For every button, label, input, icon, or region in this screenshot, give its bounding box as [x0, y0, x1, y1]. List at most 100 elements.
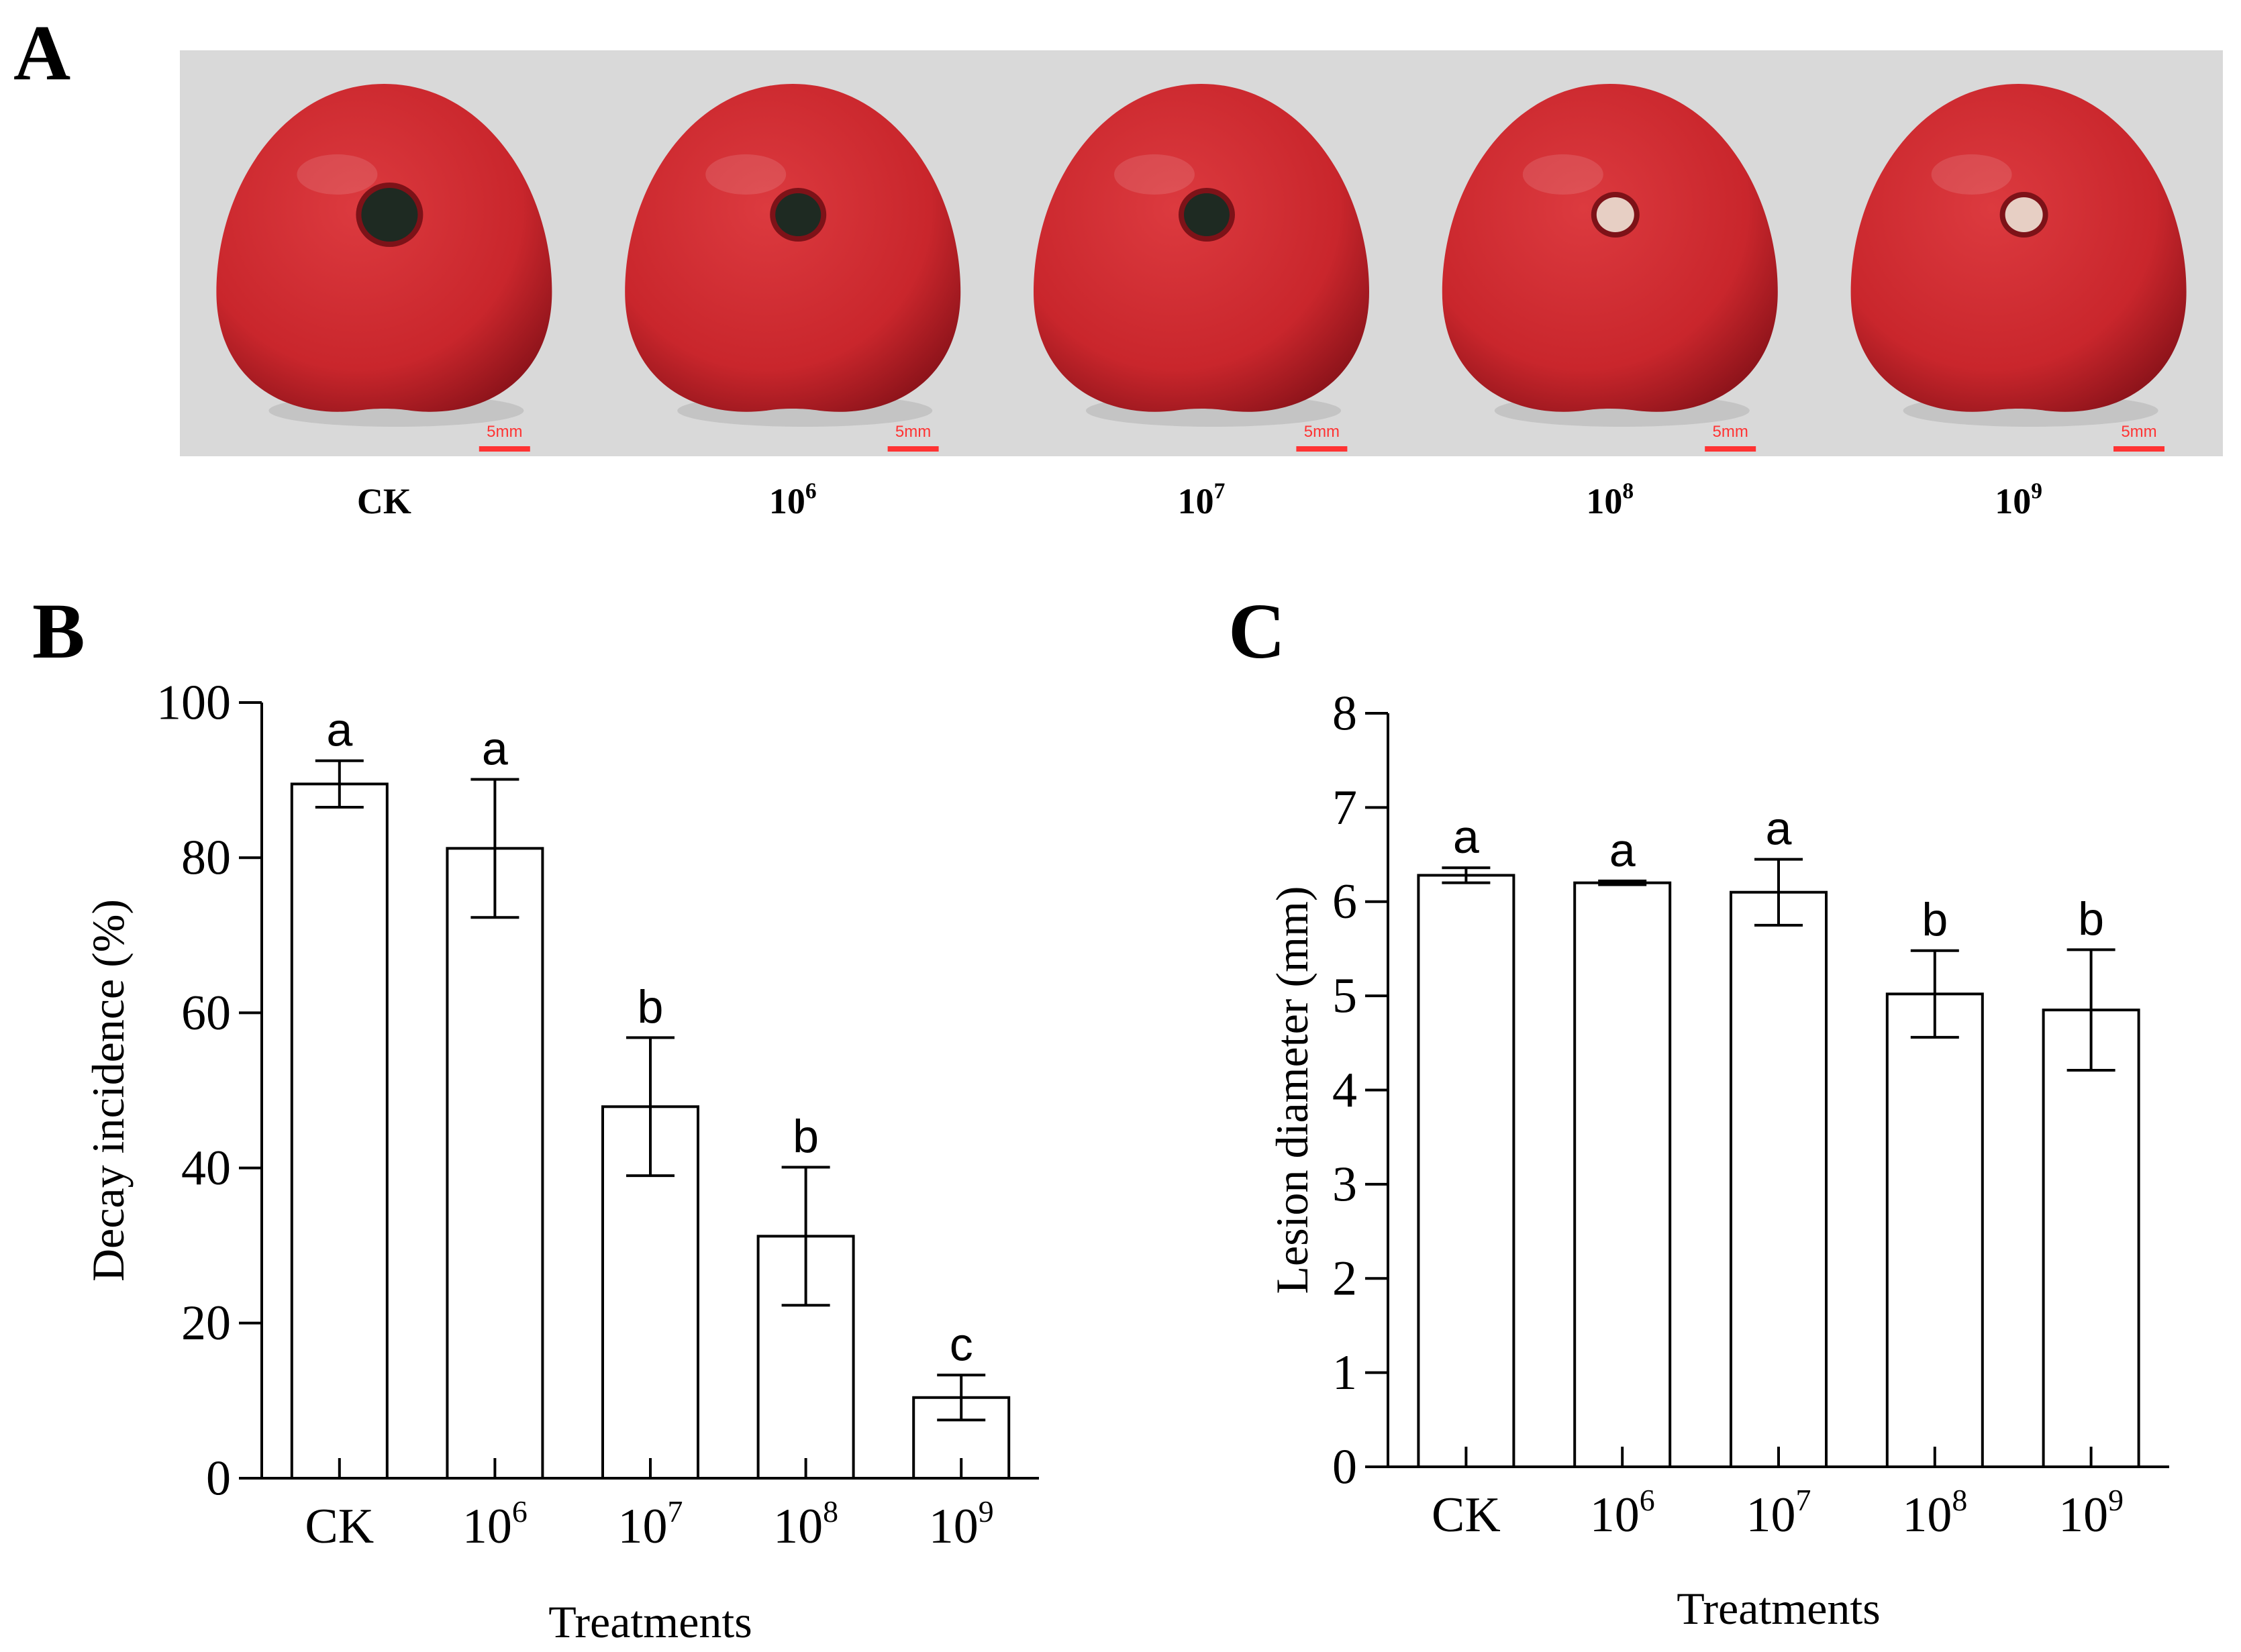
photo-label-2-sup: 7 [1214, 478, 1226, 503]
significance-label-3: b [1922, 894, 1948, 946]
x-tick-label-0-base: CK [1432, 1488, 1501, 1543]
y-axis-title: Lesion diameter (mm) [1266, 886, 1317, 1294]
scale-bar-label: 5mm [487, 423, 522, 441]
photo-label-3-base: 10 [1586, 481, 1622, 521]
scale-bar-label: 5mm [1304, 423, 1340, 441]
x-tick-label-4-sup: 9 [979, 1494, 994, 1529]
y-tick-label-3: 60 [181, 986, 231, 1041]
photo-label-0-base: CK [357, 481, 411, 521]
x-tick-label-0: CK [1432, 1488, 1501, 1543]
bar-4 [2042, 1009, 2140, 1468]
tomato-fruit [216, 84, 552, 412]
significance-label-2: b [638, 980, 664, 1033]
scale-bar-label: 5mm [2121, 423, 2156, 441]
tomato-fruit [625, 84, 961, 412]
bar-3 [1885, 992, 1984, 1468]
scale-bar [2113, 446, 2164, 452]
tomato-photo-2: 5mm [1034, 84, 1369, 452]
photo-label-4-sup: 9 [2031, 478, 2042, 503]
lesion-wound [361, 188, 418, 242]
photo-label-2: 107 [1178, 478, 1226, 521]
significance-label-3: b [793, 1110, 819, 1162]
x-axis-title: Treatments [1677, 1583, 1880, 1634]
tomato-highlight [1522, 154, 1603, 195]
tomato-highlight [1114, 154, 1195, 195]
panel-letter-c: C [1228, 587, 1285, 675]
lesion-wound [775, 193, 821, 236]
x-tick-label-3-base: 10 [1902, 1488, 1952, 1543]
x-tick-label-4-sup: 9 [2108, 1483, 2124, 1517]
y-tick-label-8: 8 [1332, 686, 1357, 741]
x-tick-label-1-sup: 6 [512, 1494, 528, 1529]
bar-0 [1417, 874, 1515, 1468]
x-tick-label-3-base: 10 [773, 1499, 823, 1554]
significance-label-4: c [950, 1318, 973, 1370]
y-tick-label-5: 5 [1332, 969, 1357, 1024]
x-tick-label-1-sup: 6 [1640, 1483, 1655, 1517]
x-tick-label-2: 107 [1746, 1483, 1811, 1543]
chart-lesion-diameter: 012345678aCKa106a107b108b109TreatmentsLe… [1266, 686, 2169, 1634]
significance-label-1: a [482, 722, 508, 774]
scale-bar [1296, 446, 1348, 452]
x-tick-label-3: 108 [1902, 1483, 1967, 1543]
scale-bar [479, 446, 530, 452]
tomato-photo-1: 5mm [625, 84, 961, 452]
scale-bar-label: 5mm [1713, 423, 1748, 441]
bar-1 [446, 847, 544, 1480]
y-axis-title: Decay incidence (%) [83, 899, 134, 1282]
significance-label-0: a [326, 704, 352, 756]
x-tick-label-4-base: 10 [2058, 1488, 2108, 1543]
tomato-fruit [1034, 84, 1369, 412]
y-tick-label-5: 100 [156, 675, 231, 730]
photo-label-3-sup: 8 [1622, 478, 1634, 503]
tomato-fruit [1442, 84, 1778, 412]
x-tick-label-0: CK [305, 1499, 374, 1554]
photo-label-1-base: 10 [769, 481, 805, 521]
scale-bar [1705, 446, 1756, 452]
x-tick-label-3-sup: 8 [823, 1494, 838, 1529]
significance-label-0: a [1453, 811, 1479, 863]
tomato-highlight [705, 154, 787, 195]
y-tick-label-1: 20 [181, 1296, 231, 1351]
lesion-wound [1596, 197, 1634, 232]
y-tick-label-7: 7 [1332, 780, 1357, 835]
tomato-highlight [1931, 154, 2012, 195]
bar-2 [1730, 890, 1828, 1468]
x-tick-label-1-base: 10 [1590, 1488, 1640, 1543]
y-tick-label-0: 0 [1332, 1439, 1357, 1494]
x-tick-label-1-base: 10 [462, 1499, 512, 1554]
y-tick-label-6: 6 [1332, 874, 1357, 929]
x-tick-label-4: 109 [2058, 1483, 2124, 1543]
x-tick-label-2-sup: 7 [1796, 1483, 1811, 1517]
x-tick-label-4-base: 10 [929, 1499, 979, 1554]
tomato-photo-0: 5mm [216, 84, 552, 452]
photo-label-1-sup: 6 [805, 478, 817, 503]
y-tick-label-4: 80 [181, 831, 231, 886]
significance-label-1: a [1609, 824, 1636, 876]
x-tick-label-1: 106 [1590, 1483, 1655, 1543]
significance-label-2: a [1766, 803, 1792, 855]
y-tick-label-4: 4 [1332, 1063, 1357, 1118]
x-tick-label-0-base: CK [305, 1499, 374, 1554]
y-tick-label-3: 3 [1332, 1157, 1357, 1212]
y-tick-label-2: 2 [1332, 1251, 1357, 1306]
x-tick-label-4: 109 [929, 1494, 994, 1554]
lesion-wound [1184, 193, 1230, 236]
significance-label-4: b [2078, 892, 2104, 945]
bar-0 [290, 782, 389, 1480]
x-tick-label-3-sup: 8 [1952, 1483, 1967, 1517]
scale-bar [887, 446, 939, 452]
y-tick-label-0: 0 [206, 1451, 231, 1506]
tomato-fruit [1850, 84, 2187, 412]
photo-label-0: CK [357, 481, 411, 521]
y-tick-label-2: 40 [181, 1141, 231, 1196]
tomato-photo-4: 5mm [1850, 84, 2187, 452]
tomato-photo-3: 5mm [1442, 84, 1778, 452]
photo-label-4: 109 [1995, 478, 2042, 521]
x-tick-label-2-sup: 7 [668, 1494, 683, 1529]
x-tick-label-2-base: 10 [1746, 1488, 1796, 1543]
x-tick-label-2-base: 10 [618, 1499, 668, 1554]
panel-letter-a: A [13, 9, 70, 97]
